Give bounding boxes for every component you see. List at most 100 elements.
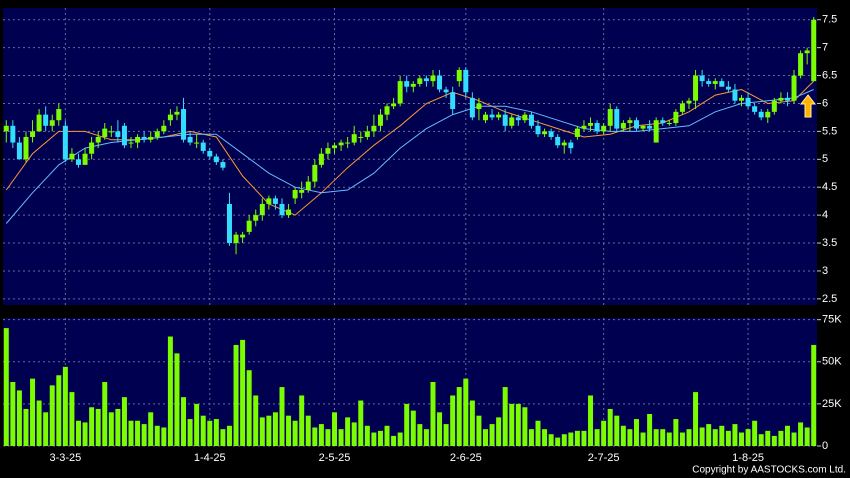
volume-bar xyxy=(200,415,206,446)
candle-body xyxy=(482,114,488,121)
volume-bar xyxy=(69,392,75,446)
candle-body xyxy=(358,136,364,138)
candle-body xyxy=(128,142,134,144)
volume-bar xyxy=(174,353,180,446)
candle-body xyxy=(312,164,318,182)
candle-body xyxy=(141,136,147,140)
volume-bar xyxy=(423,429,429,446)
candle-body xyxy=(10,125,16,143)
candle-body xyxy=(437,75,443,90)
candle-body xyxy=(207,150,213,157)
candle-body xyxy=(647,125,653,129)
candle-body xyxy=(220,162,226,168)
volume-bar xyxy=(299,395,305,446)
candle-body xyxy=(299,189,305,193)
candle-body xyxy=(588,123,594,126)
candle-body xyxy=(82,153,88,165)
volume-bar xyxy=(778,430,784,446)
candle-body xyxy=(732,89,738,101)
volume-bar xyxy=(49,385,55,446)
candle-body xyxy=(161,125,167,132)
volume-bar xyxy=(377,430,383,446)
candle-body xyxy=(246,220,252,232)
candle-body xyxy=(765,111,771,118)
candle-body xyxy=(286,209,292,216)
volume-bar xyxy=(351,422,357,446)
candle-body xyxy=(272,198,278,204)
volume-bar xyxy=(771,435,777,446)
volume-bar xyxy=(253,395,259,446)
volume-bar xyxy=(358,400,364,446)
volume-bar xyxy=(476,415,482,446)
candle-body xyxy=(292,189,298,199)
volume-bar xyxy=(574,430,580,446)
y-tick-label: 2.5 xyxy=(822,293,837,305)
volume-bar xyxy=(561,434,567,446)
volume-bar xyxy=(391,435,397,446)
volume-bar xyxy=(279,387,285,446)
candle-body xyxy=(404,81,410,87)
y-tick-label: 4.5 xyxy=(822,181,837,193)
volume-bar xyxy=(240,339,246,446)
volume-bar xyxy=(673,419,679,446)
plot-layer: 2.5 3 3.5 4 4.5 5 5.5 6 6.5 7 7.5 0 25K 50K 75K 3-3-25 1… xyxy=(3,8,842,464)
candle-body xyxy=(318,153,324,165)
volume-bar xyxy=(272,412,278,446)
candle-body xyxy=(463,69,469,93)
candle-body xyxy=(351,134,357,143)
volume-bar xyxy=(345,417,351,446)
candle-body xyxy=(450,92,456,110)
volume-bar xyxy=(660,429,666,446)
candle-body xyxy=(49,120,55,126)
volume-bar xyxy=(430,382,436,446)
volume-bar xyxy=(719,425,725,446)
volume-bar xyxy=(607,408,613,446)
copyright: Copyright by AASTOCKS.com Ltd. xyxy=(692,465,846,476)
candle-body xyxy=(640,125,646,129)
candle-body xyxy=(417,78,423,84)
volume-bar xyxy=(542,429,548,446)
volume-bar xyxy=(325,429,331,446)
candle-body xyxy=(345,142,351,144)
candle-body xyxy=(528,114,534,126)
y-tick-label: 25K xyxy=(822,398,842,410)
candle-body xyxy=(660,120,666,124)
candle-body xyxy=(430,75,436,82)
candle-body xyxy=(548,131,554,137)
candle-body xyxy=(377,114,383,126)
volume-bar xyxy=(404,403,410,446)
volume-bar xyxy=(548,434,554,446)
candle-body xyxy=(102,128,108,137)
candle-body xyxy=(798,53,804,76)
candle-body xyxy=(502,114,508,126)
candle-body xyxy=(745,97,751,107)
candle-body xyxy=(752,106,758,112)
volume-bar xyxy=(666,432,672,446)
candle-body xyxy=(135,136,141,143)
y-tick-label: 7.5 xyxy=(822,14,837,26)
volume-bar xyxy=(765,430,771,446)
volume-bar xyxy=(128,420,134,446)
volume-bar xyxy=(706,424,712,446)
volume-bar xyxy=(463,378,469,446)
candle-body xyxy=(194,142,200,144)
candle-body xyxy=(666,123,672,125)
x-tick-label: 3-3-25 xyxy=(49,452,81,464)
volume-bar xyxy=(515,403,521,446)
y-tick-label: 5.5 xyxy=(822,125,837,137)
candle-body xyxy=(56,109,62,121)
volume-bar xyxy=(338,429,344,446)
volume-bar xyxy=(509,403,515,446)
volume-bar xyxy=(207,420,213,446)
candle-body xyxy=(371,125,377,132)
x-tick-label: 2-6-25 xyxy=(450,452,482,464)
candle-body xyxy=(259,203,265,216)
volume-bar xyxy=(745,429,751,446)
candle-body xyxy=(561,142,567,146)
candle-body xyxy=(627,120,633,124)
candle-body xyxy=(620,123,626,129)
volume-bar xyxy=(614,415,620,446)
volume-bar xyxy=(135,420,141,446)
y-tick-label: 7 xyxy=(822,42,828,54)
